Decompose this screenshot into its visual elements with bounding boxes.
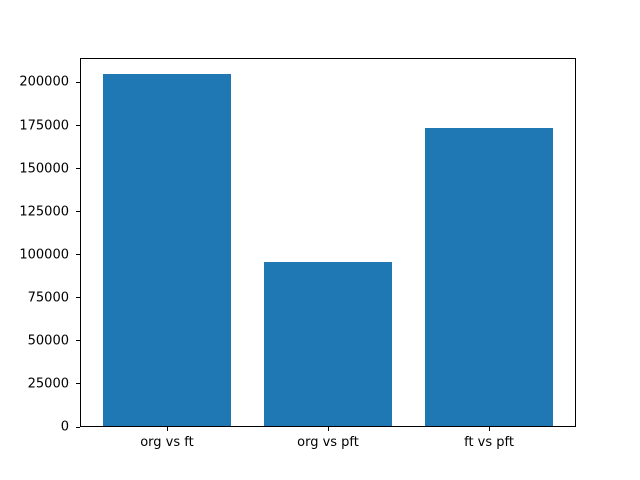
y-tick-mark bbox=[76, 254, 80, 256]
y-tick-mark bbox=[76, 168, 80, 170]
y-tick-mark bbox=[76, 297, 80, 299]
x-tick-label: org vs pft bbox=[297, 435, 359, 450]
y-tick-label: 175000 bbox=[19, 118, 69, 134]
x-tick-label: ft vs pft bbox=[464, 435, 514, 450]
y-tick-mark bbox=[76, 383, 80, 385]
bar-org-vs-ft bbox=[102, 73, 232, 427]
y-tick-mark bbox=[76, 81, 80, 83]
x-tick-mark bbox=[489, 427, 491, 431]
x-tick-mark bbox=[328, 427, 329, 431]
y-tick-label: 125000 bbox=[19, 204, 69, 220]
x-tick-mark bbox=[166, 427, 168, 431]
y-tick-label: 0 bbox=[60, 419, 69, 435]
y-tick-mark bbox=[76, 211, 80, 213]
y-tick-mark bbox=[76, 340, 80, 342]
y-tick-label: 50000 bbox=[27, 333, 69, 349]
bar-ft-vs-pft bbox=[424, 128, 554, 427]
y-tick-mark bbox=[76, 426, 80, 428]
plot-area bbox=[80, 58, 576, 427]
y-tick-label: 25000 bbox=[27, 376, 69, 392]
y-tick-label: 150000 bbox=[19, 161, 69, 177]
y-tick-label: 75000 bbox=[27, 290, 69, 306]
y-tick-label: 100000 bbox=[19, 247, 69, 263]
x-tick-label: org vs ft bbox=[140, 435, 194, 450]
bar-org-vs-pft bbox=[263, 262, 393, 427]
y-tick-label: 200000 bbox=[19, 74, 69, 90]
y-tick-mark bbox=[76, 125, 80, 127]
